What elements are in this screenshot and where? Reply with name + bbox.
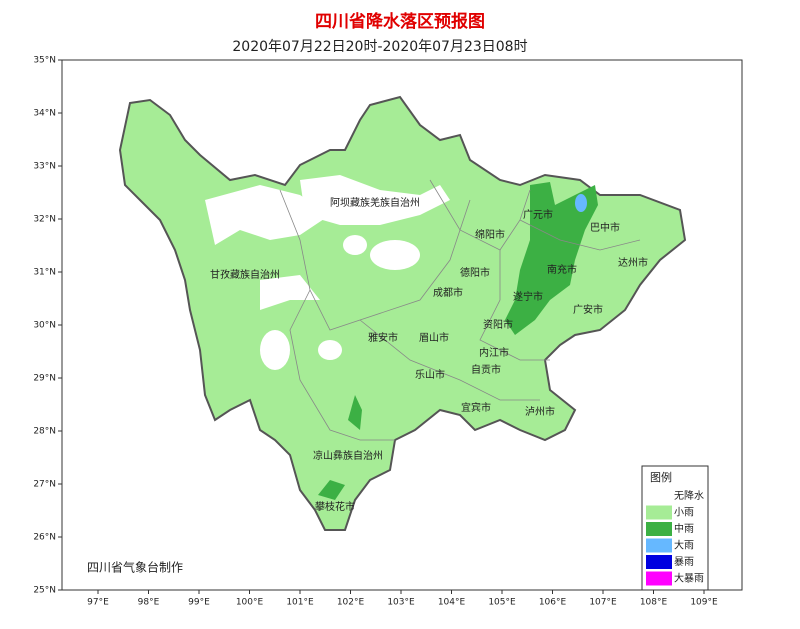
region-label: 泸州市 bbox=[525, 405, 555, 418]
region-label: 成都市 bbox=[433, 286, 463, 299]
lat-tick-label: 33°N bbox=[33, 162, 56, 172]
lon-tick-label: 97°E bbox=[87, 598, 109, 608]
lon-tick-label: 102°E bbox=[337, 598, 365, 608]
legend-swatch bbox=[646, 555, 672, 569]
region-label: 巴中市 bbox=[590, 221, 620, 234]
region-label: 达州市 bbox=[618, 256, 648, 269]
moderate-rain-areas bbox=[318, 182, 598, 500]
region-label: 凉山彝族自治州 bbox=[313, 449, 383, 462]
region-label: 广安市 bbox=[573, 303, 603, 316]
heavy-rain-area bbox=[575, 194, 587, 212]
no-rain-areas bbox=[205, 175, 450, 370]
region-label: 绵阳市 bbox=[475, 228, 505, 241]
lat-tick-label: 25°N bbox=[33, 586, 56, 596]
legend-swatch bbox=[646, 505, 672, 520]
lat-tick-label: 34°N bbox=[33, 109, 56, 119]
legend-swatch bbox=[646, 538, 672, 553]
legend-label: 小雨 bbox=[674, 507, 694, 519]
lon-tick-label: 99°E bbox=[188, 598, 210, 608]
region-label: 南充市 bbox=[547, 263, 577, 276]
region-label: 眉山市 bbox=[419, 331, 449, 344]
legend-label: 中雨 bbox=[674, 522, 694, 535]
lat-tick-label: 28°N bbox=[33, 427, 56, 437]
region-label: 自贡市 bbox=[471, 363, 501, 376]
lon-tick-label: 109°E bbox=[690, 598, 718, 608]
lat-tick-label: 35°N bbox=[33, 56, 56, 66]
lat-tick-label: 29°N bbox=[33, 374, 56, 384]
legend-label: 暴雨 bbox=[674, 556, 694, 568]
region-label: 广元市 bbox=[523, 208, 553, 221]
region-label: 雅安市 bbox=[368, 331, 398, 344]
lat-tick-label: 26°N bbox=[33, 533, 56, 543]
region-labels: 阿坝藏族羌族自治州 甘孜藏族自治州 广元市 巴中市 绵阳市 达州市 南充市 德阳… bbox=[210, 196, 648, 513]
legend-swatch bbox=[646, 571, 672, 586]
lon-tick-label: 98°E bbox=[138, 598, 160, 608]
legend-label: 大暴雨 bbox=[674, 572, 704, 585]
title: 四川省降水落区预报图 bbox=[315, 11, 485, 32]
legend-label: 无降水 bbox=[674, 489, 704, 502]
lon-tick-label: 100°E bbox=[236, 598, 264, 608]
lat-tick-label: 31°N bbox=[33, 268, 56, 278]
legend-swatch bbox=[646, 522, 672, 536]
lon-tick-label: 105°E bbox=[488, 598, 516, 608]
credit: 四川省气象台制作 bbox=[87, 560, 183, 575]
region-label: 资阳市 bbox=[483, 318, 513, 331]
lon-tick-label: 101°E bbox=[286, 598, 314, 608]
lon-tick-label: 106°E bbox=[539, 598, 567, 608]
legend-label: 大雨 bbox=[674, 539, 694, 552]
region-label: 内江市 bbox=[479, 346, 509, 359]
lat-tick-label: 32°N bbox=[33, 215, 56, 225]
lat-tick-label: 27°N bbox=[33, 480, 56, 490]
region-label: 攀枝花市 bbox=[315, 500, 355, 513]
region-borders bbox=[279, 179, 641, 441]
region-label: 乐山市 bbox=[415, 368, 445, 381]
lon-tick-label: 104°E bbox=[438, 598, 466, 608]
region-label: 遂宁市 bbox=[513, 290, 543, 303]
lon-tick-label: 107°E bbox=[589, 598, 617, 608]
region-label: 甘孜藏族自治州 bbox=[210, 268, 280, 281]
lat-tick-label: 30°N bbox=[33, 321, 56, 331]
subtitle: 2020年07月22日20时-2020年07月23日08时 bbox=[232, 39, 527, 55]
legend-title: 图例 bbox=[650, 470, 672, 484]
region-label: 宜宾市 bbox=[461, 401, 491, 414]
lon-tick-label: 108°E bbox=[640, 598, 668, 608]
region-label: 阿坝藏族羌族自治州 bbox=[330, 196, 420, 209]
region-label: 德阳市 bbox=[460, 266, 490, 279]
lon-tick-label: 103°E bbox=[387, 598, 415, 608]
